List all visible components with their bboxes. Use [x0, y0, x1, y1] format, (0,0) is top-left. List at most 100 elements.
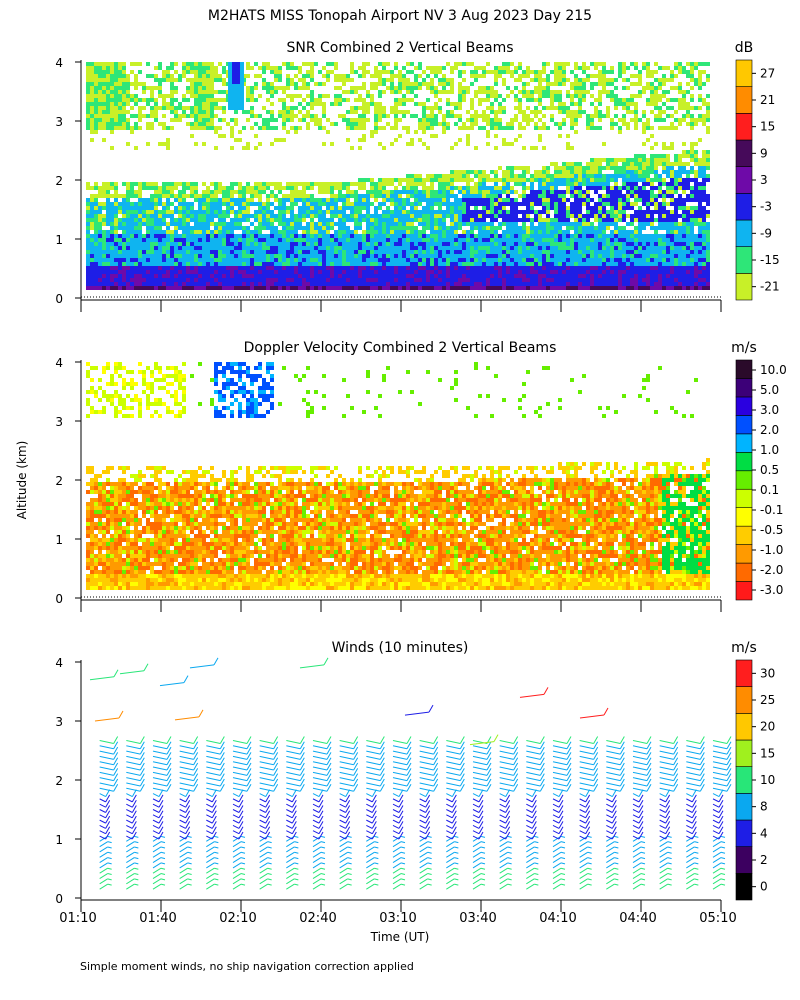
snr-cell	[562, 218, 566, 222]
snr-cell	[522, 286, 526, 290]
snr-cell	[486, 118, 490, 122]
snr-cell	[542, 242, 546, 246]
snr-cell	[270, 182, 274, 186]
snr-cell	[202, 198, 206, 202]
snr-cell	[426, 198, 430, 202]
snr-cell	[434, 258, 438, 262]
snr-cell	[390, 246, 394, 250]
snr-cell	[442, 186, 446, 190]
snr-cell	[166, 238, 170, 242]
snr-cell	[170, 74, 174, 78]
snr-cell	[614, 78, 618, 82]
snr-cell	[282, 242, 286, 246]
snr-cell	[458, 270, 462, 274]
snr-cell	[530, 182, 534, 186]
snr-cell	[246, 242, 250, 246]
snr-cell	[478, 282, 482, 286]
snr-cell	[126, 214, 130, 218]
snr-cell	[458, 114, 462, 118]
snr-cell	[530, 230, 534, 234]
snr-cell	[266, 66, 270, 70]
snr-cell	[554, 66, 558, 70]
snr-cell	[170, 278, 174, 282]
snr-cell	[118, 282, 122, 286]
snr-cell	[546, 270, 550, 274]
snr-cell	[142, 82, 146, 86]
snr-cell	[318, 262, 322, 266]
snr-cell	[166, 94, 170, 98]
snr-cell	[386, 70, 390, 74]
snr-cell	[370, 74, 374, 78]
snr-cell	[470, 118, 474, 122]
snr-cell	[114, 98, 118, 102]
snr-cell	[418, 202, 422, 206]
snr-cell	[430, 190, 434, 194]
snr-cell	[206, 226, 210, 230]
snr-cell	[482, 110, 486, 114]
snr-cell	[214, 146, 218, 150]
snr-cell	[462, 270, 466, 274]
snr-cell	[462, 70, 466, 74]
snr-cell	[86, 122, 90, 126]
snr-cell	[270, 110, 274, 114]
snr-cell	[114, 82, 118, 86]
snr-cell	[538, 186, 542, 190]
snr-cell	[150, 250, 154, 254]
snr-cell	[142, 206, 146, 210]
snr-cell	[402, 226, 406, 230]
snr-cell	[262, 126, 266, 130]
snr-cell	[366, 226, 370, 230]
snr-cell	[442, 82, 446, 86]
snr-cell	[586, 230, 590, 234]
snr-cell	[350, 246, 354, 250]
snr-cell	[610, 198, 614, 202]
snr-cell	[162, 182, 166, 186]
snr-cell	[150, 110, 154, 114]
snr-cell	[406, 210, 410, 214]
snr-cell	[154, 198, 158, 202]
snr-cell	[514, 218, 518, 222]
snr-cell	[434, 222, 438, 226]
snr-cell	[442, 254, 446, 258]
snr-cell	[186, 114, 190, 118]
snr-cell	[346, 246, 350, 250]
snr-cell	[290, 186, 294, 190]
snr-cell	[550, 102, 554, 106]
snr-cell	[130, 262, 134, 266]
snr-cell	[306, 86, 310, 90]
snr-cell	[130, 106, 134, 110]
snr-cell	[510, 74, 514, 78]
snr-cell	[542, 114, 546, 118]
snr-cell	[358, 138, 362, 142]
snr-cell	[410, 270, 414, 274]
snr-cell	[446, 238, 450, 242]
snr-cell	[402, 218, 406, 222]
snr-cell	[422, 278, 426, 282]
snr-cell	[538, 138, 542, 142]
snr-cell	[274, 234, 278, 238]
snr-cell	[582, 230, 586, 234]
snr-cell	[394, 186, 398, 190]
snr-cell	[206, 258, 210, 262]
snr-cell	[470, 218, 474, 222]
snr-cell	[474, 94, 478, 98]
snr-cell	[206, 218, 210, 222]
snr-cell	[138, 198, 142, 202]
snr-cell	[506, 250, 510, 254]
snr-cell	[426, 246, 430, 250]
snr-cell	[562, 234, 566, 238]
snr-cell	[370, 178, 374, 182]
snr-cell	[602, 186, 606, 190]
snr-cell	[190, 286, 194, 290]
snr-cell	[190, 94, 194, 98]
snr-cell	[418, 66, 422, 70]
snr-cell	[170, 262, 174, 266]
snr-cell	[410, 286, 414, 290]
snr-cell	[190, 274, 194, 278]
snr-cell	[174, 246, 178, 250]
snr-cell	[354, 222, 358, 226]
snr-cell	[434, 226, 438, 230]
snr-cell	[474, 74, 478, 78]
snr-cell	[142, 98, 146, 102]
snr-cell	[102, 254, 106, 258]
